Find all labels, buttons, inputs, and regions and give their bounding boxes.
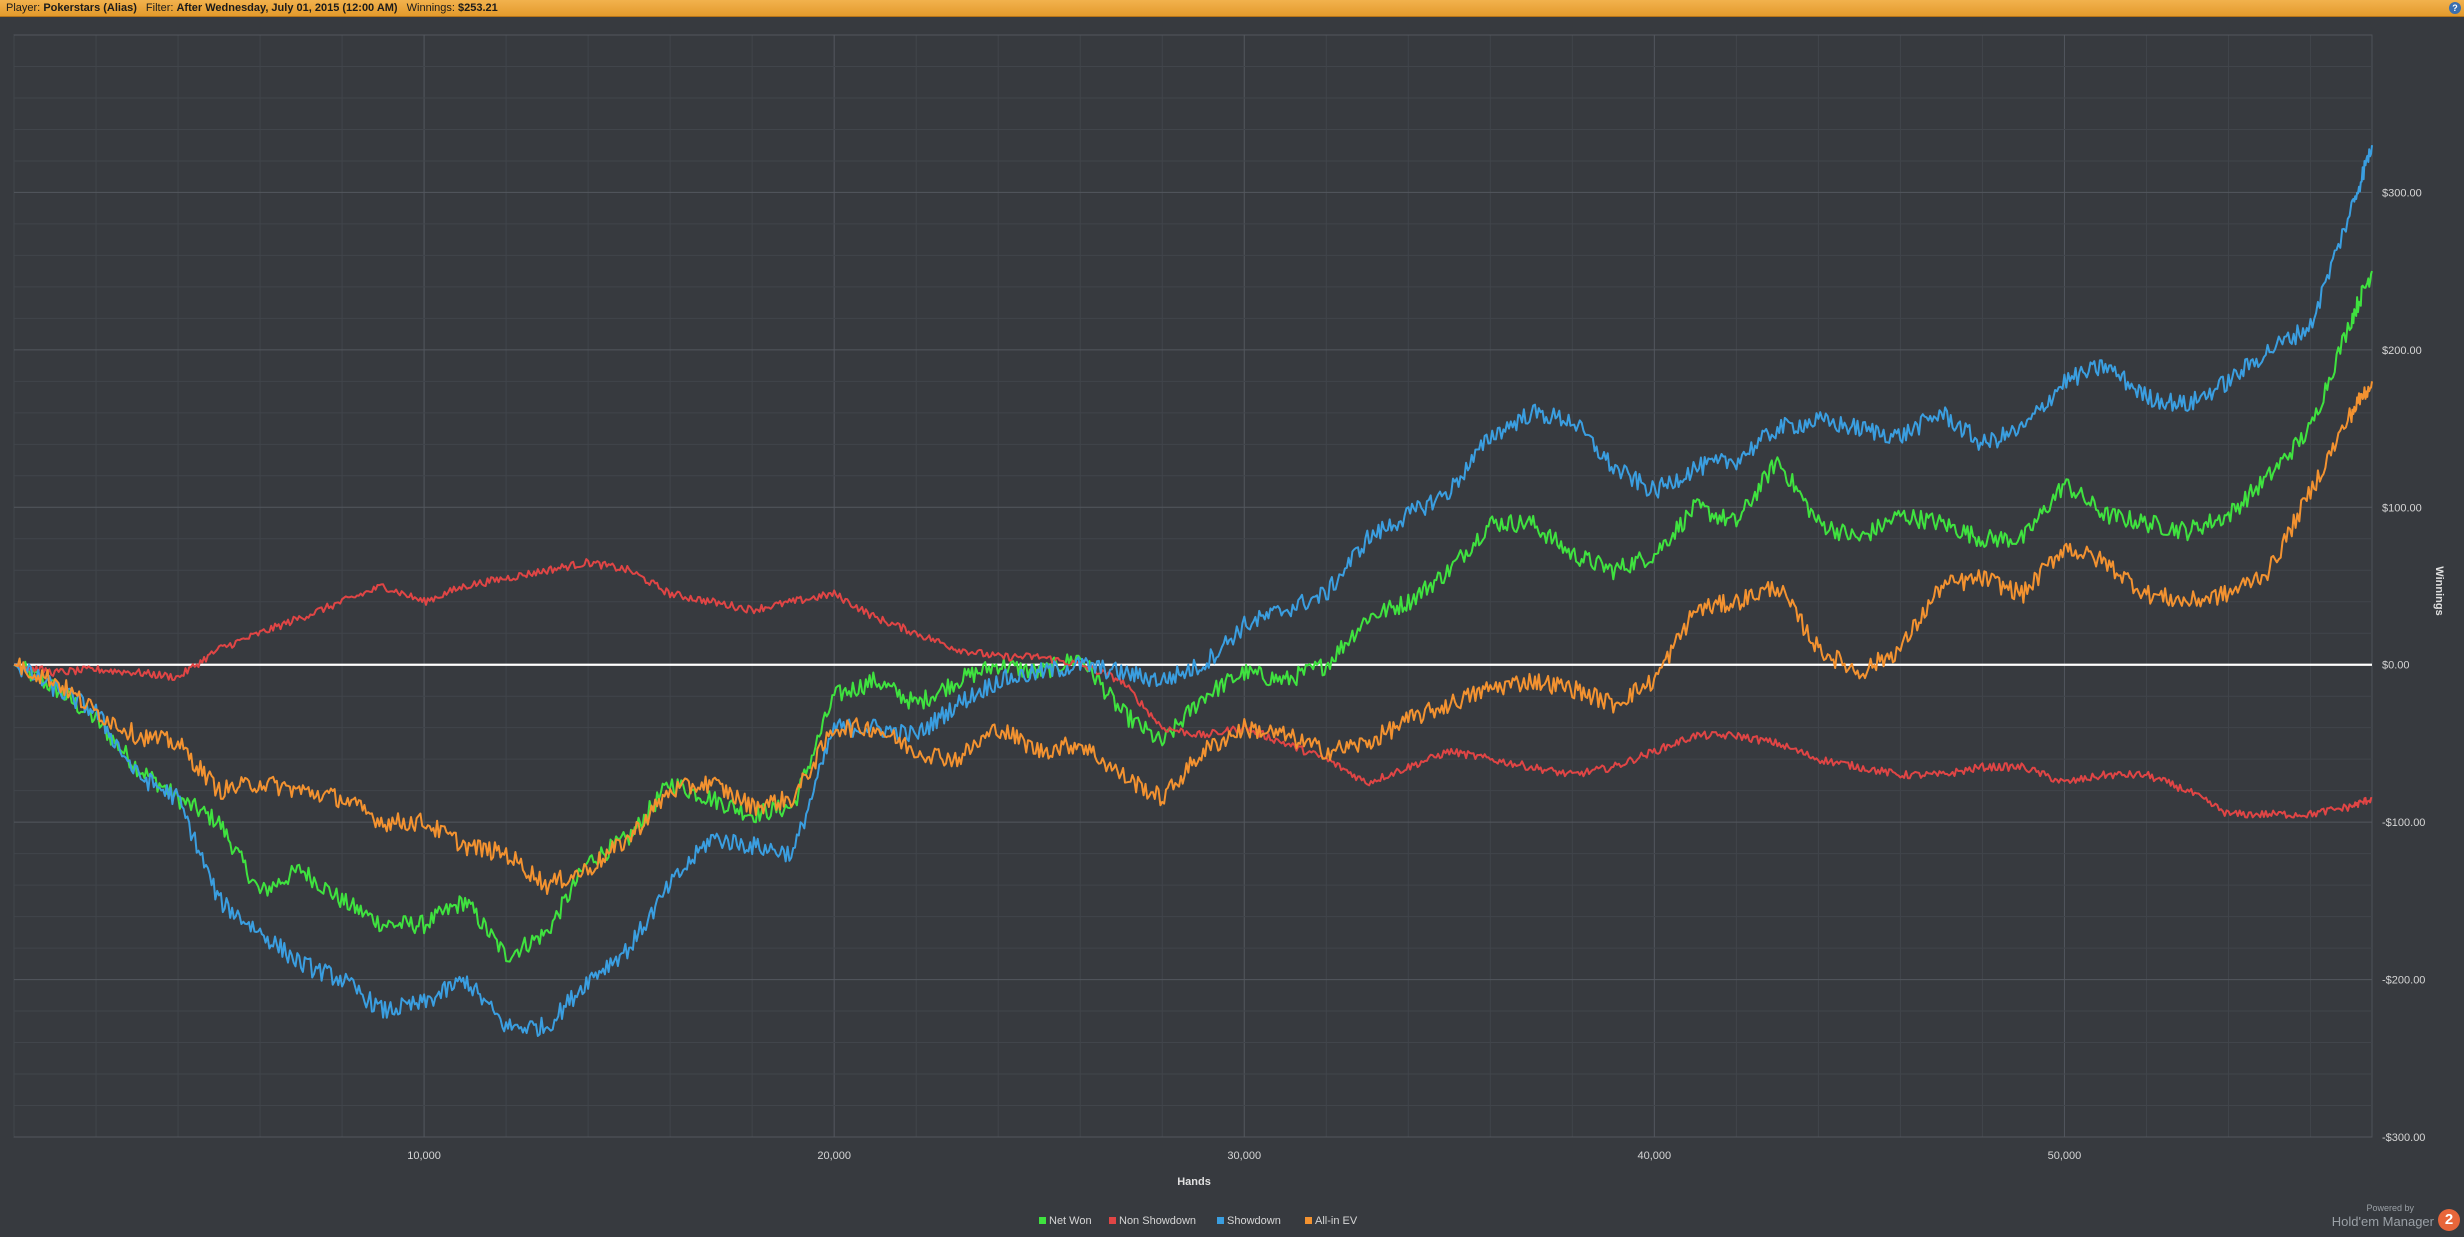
winnings-chart: 10,000 20,000 30,000 40,000 50,000 $300.00 $2… [13, 34, 2445, 1227]
series-lines [13, 145, 2373, 1037]
y-tick-label: -$100.00 [2382, 817, 2425, 829]
winnings-label: Winnings: [406, 2, 455, 14]
legend-label: Non Showdown [1119, 1215, 1196, 1227]
filter-value: After Wednesday, July 01, 2015 (12:00 AM… [176, 2, 398, 14]
player-label: Player: [6, 2, 41, 14]
y-tick-label: $300.00 [2382, 187, 2422, 199]
player-value: Pokerstars (Alias) [43, 2, 137, 14]
y-tick-label: $100.00 [2382, 502, 2422, 514]
brand-mark: Powered by Hold'em Manager 2 [2331, 1203, 2460, 1231]
filter-label: Filter: [145, 2, 174, 14]
series-line-showdown [13, 145, 2373, 1037]
grid [13, 34, 2373, 1138]
y-tick-label: $200.00 [2382, 345, 2422, 357]
legend-swatch [1109, 1217, 1116, 1224]
y-axis-label: Winnings [2433, 566, 2445, 615]
x-axis-ticks: 10,000 20,000 30,000 40,000 50,000 [407, 1150, 2081, 1162]
powered-by-text: Powered by [2366, 1203, 2414, 1213]
brand-name: Hold'em Manager [2331, 1214, 2434, 1229]
legend-swatch [1039, 1217, 1046, 1224]
x-tick-label: 40,000 [1638, 1150, 1672, 1162]
y-axis-ticks: $300.00 $200.00 $100.00 $0.00 -$100.00 -$200.… [2382, 187, 2425, 1144]
x-tick-label: 20,000 [817, 1150, 851, 1162]
legend-label: All-in EV [1315, 1215, 1358, 1227]
legend-label: Net Won [1049, 1215, 1092, 1227]
x-axis-label: Hands [1177, 1176, 1211, 1188]
y-tick-label: $0.00 [2382, 660, 2410, 672]
series-line-all-in-ev [13, 381, 2373, 895]
help-icon[interactable]: ? [2449, 2, 2461, 14]
winnings-value: $253.21 [458, 2, 498, 14]
legend-swatch [1305, 1217, 1312, 1224]
hm2-logo-icon: 2 [2438, 1209, 2460, 1231]
x-tick-label: 50,000 [2048, 1150, 2082, 1162]
y-tick-label: -$200.00 [2382, 975, 2425, 987]
series-line-net-won [13, 270, 2373, 963]
x-tick-label: 10,000 [407, 1150, 441, 1162]
x-tick-label: 30,000 [1227, 1150, 1261, 1162]
plot-frame [13, 34, 2373, 1138]
legend-swatch [1217, 1217, 1224, 1224]
legend-label: Showdown [1227, 1215, 1281, 1227]
series-line-non-showdown [13, 558, 2373, 819]
legend: Net Won Non Showdown Showdown All-in EV [1039, 1215, 1358, 1227]
y-tick-label: -$300.00 [2382, 1132, 2425, 1144]
filter-bar: Player: Pokerstars (Alias) Filter: After… [0, 0, 2464, 17]
